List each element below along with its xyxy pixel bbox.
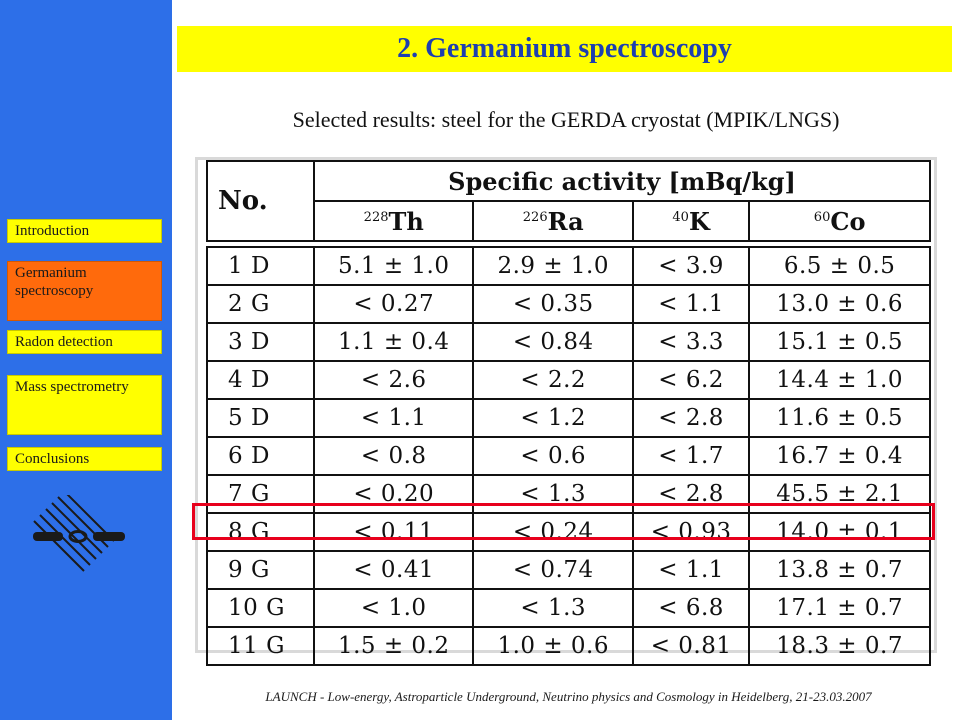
row-no: 9 G xyxy=(206,550,315,590)
highlight-box-row-8g xyxy=(192,503,935,540)
cell-k: < 1.1 xyxy=(631,284,751,324)
cell-k: < 0.93 xyxy=(631,512,751,552)
nav-item-germanium-spectroscopy[interactable]: Germanium spectroscopy xyxy=(7,261,162,321)
slide-title: 2. Germanium spectroscopy xyxy=(177,26,952,72)
cell-ra: < 0.24 xyxy=(472,512,634,552)
header-no: No. xyxy=(206,160,315,242)
cell-co: 13.8 ± 0.7 xyxy=(748,550,931,590)
nav-item-mass-spectrometry[interactable]: Mass spectrometry xyxy=(7,375,162,435)
cell-ra: 2.9 ± 1.0 xyxy=(472,246,634,286)
cell-th: < 0.11 xyxy=(312,512,475,552)
table-row: 5 D < 1.1 < 1.2 < 2.8 11.6 ± 0.5 xyxy=(206,398,931,438)
row-no: 4 D xyxy=(206,360,315,400)
cell-k: < 3.9 xyxy=(631,246,751,286)
cell-ra: < 2.2 xyxy=(472,360,634,400)
cell-co: 13.0 ± 0.6 xyxy=(748,284,931,324)
cell-th: < 2.6 xyxy=(312,360,475,400)
cell-ra: < 0.35 xyxy=(472,284,634,324)
sidebar: Introduction Germanium spectroscopy Rado… xyxy=(0,0,172,720)
cell-k: < 2.8 xyxy=(631,474,751,514)
cell-k: < 6.2 xyxy=(631,360,751,400)
cell-co: 15.1 ± 0.5 xyxy=(748,322,931,362)
row-no: 2 G xyxy=(206,284,315,324)
header-isotope-ra: 226Ra xyxy=(472,200,634,242)
table-row-highlighted: 8 G < 0.11 < 0.24 < 0.93 14.0 ± 0.1 xyxy=(206,512,931,552)
cell-co: 17.1 ± 0.7 xyxy=(748,588,931,628)
row-no: 6 D xyxy=(206,436,315,476)
cell-th: 1.1 ± 0.4 xyxy=(312,322,475,362)
table-row: 1 D 5.1 ± 1.0 2.9 ± 1.0 < 3.9 6.5 ± 0.5 xyxy=(206,246,931,286)
cell-ra: < 0.84 xyxy=(472,322,634,362)
header-specific-activity: Specific activity [mBq/kg] xyxy=(313,160,931,202)
table-row: 11 G 1.5 ± 0.2 1.0 ± 0.6 < 0.81 18.3 ± 0.7 xyxy=(206,626,931,666)
cell-co: 16.7 ± 0.4 xyxy=(748,436,931,476)
cell-th: < 1.1 xyxy=(312,398,475,438)
cell-k: < 6.8 xyxy=(631,588,751,628)
cell-k: < 3.3 xyxy=(631,322,751,362)
cell-co: 18.3 ± 0.7 xyxy=(748,626,931,666)
footer-conference: LAUNCH - Low-energy, Astroparticle Under… xyxy=(265,689,872,704)
cell-ra: 1.0 ± 0.6 xyxy=(472,626,634,666)
row-no: 8 G xyxy=(206,512,315,552)
cell-th: < 0.27 xyxy=(312,284,475,324)
row-no: 5 D xyxy=(206,398,315,438)
cell-th: < 0.8 xyxy=(312,436,475,476)
cell-co: 14.4 ± 1.0 xyxy=(748,360,931,400)
header-isotope-k: 40K xyxy=(631,200,751,242)
mpik-logo-icon xyxy=(33,495,125,572)
cell-ra: < 0.74 xyxy=(472,550,634,590)
cell-ra: < 1.2 xyxy=(472,398,634,438)
nav-item-introduction[interactable]: Introduction xyxy=(7,219,162,243)
table-row: 2 G < 0.27 < 0.35 < 1.1 13.0 ± 0.6 xyxy=(206,284,931,324)
cell-th: < 0.41 xyxy=(312,550,475,590)
cell-co: 11.6 ± 0.5 xyxy=(748,398,931,438)
cell-th: 5.1 ± 1.0 xyxy=(312,246,475,286)
header-isotope-th: 228Th xyxy=(312,200,475,242)
cell-th: 1.5 ± 0.2 xyxy=(312,626,475,666)
activity-table: No. Specific activity [mBq/kg] 228Th 226… xyxy=(206,160,931,666)
table-row: 4 D < 2.6 < 2.2 < 6.2 14.4 ± 1.0 xyxy=(206,360,931,400)
slide-subtitle: Selected results: steel for the GERDA cr… xyxy=(292,107,840,132)
cell-ra: < 0.6 xyxy=(472,436,634,476)
cell-k: < 0.81 xyxy=(631,626,751,666)
cell-co: 6.5 ± 0.5 xyxy=(748,246,931,286)
cell-k: < 1.7 xyxy=(631,436,751,476)
cell-ra: < 1.3 xyxy=(472,588,634,628)
row-no: 7 G xyxy=(206,474,315,514)
nav-item-conclusions[interactable]: Conclusions xyxy=(7,447,162,471)
row-no: 3 D xyxy=(206,322,315,362)
cell-k: < 2.8 xyxy=(631,398,751,438)
table-row: 10 G < 1.0 < 1.3 < 6.8 17.1 ± 0.7 xyxy=(206,588,931,628)
cell-th: < 1.0 xyxy=(312,588,475,628)
table-row: 9 G < 0.41 < 0.74 < 1.1 13.8 ± 0.7 xyxy=(206,550,931,590)
cell-ra: < 1.3 xyxy=(472,474,634,514)
cell-co: 45.5 ± 2.1 xyxy=(748,474,931,514)
cell-co: 14.0 ± 0.1 xyxy=(748,512,931,552)
table-row: 3 D 1.1 ± 0.4 < 0.84 < 3.3 15.1 ± 0.5 xyxy=(206,322,931,362)
table-row: 6 D < 0.8 < 0.6 < 1.7 16.7 ± 0.4 xyxy=(206,436,931,476)
nav-item-radon-detection[interactable]: Radon detection xyxy=(7,330,162,354)
cell-k: < 1.1 xyxy=(631,550,751,590)
header-isotope-co: 60Co xyxy=(748,200,931,242)
table-row: 7 G < 0.20 < 1.3 < 2.8 45.5 ± 2.1 xyxy=(206,474,931,514)
cell-th: < 0.20 xyxy=(312,474,475,514)
row-no: 11 G xyxy=(206,626,315,666)
row-no: 1 D xyxy=(206,246,315,286)
row-no: 10 G xyxy=(206,588,315,628)
